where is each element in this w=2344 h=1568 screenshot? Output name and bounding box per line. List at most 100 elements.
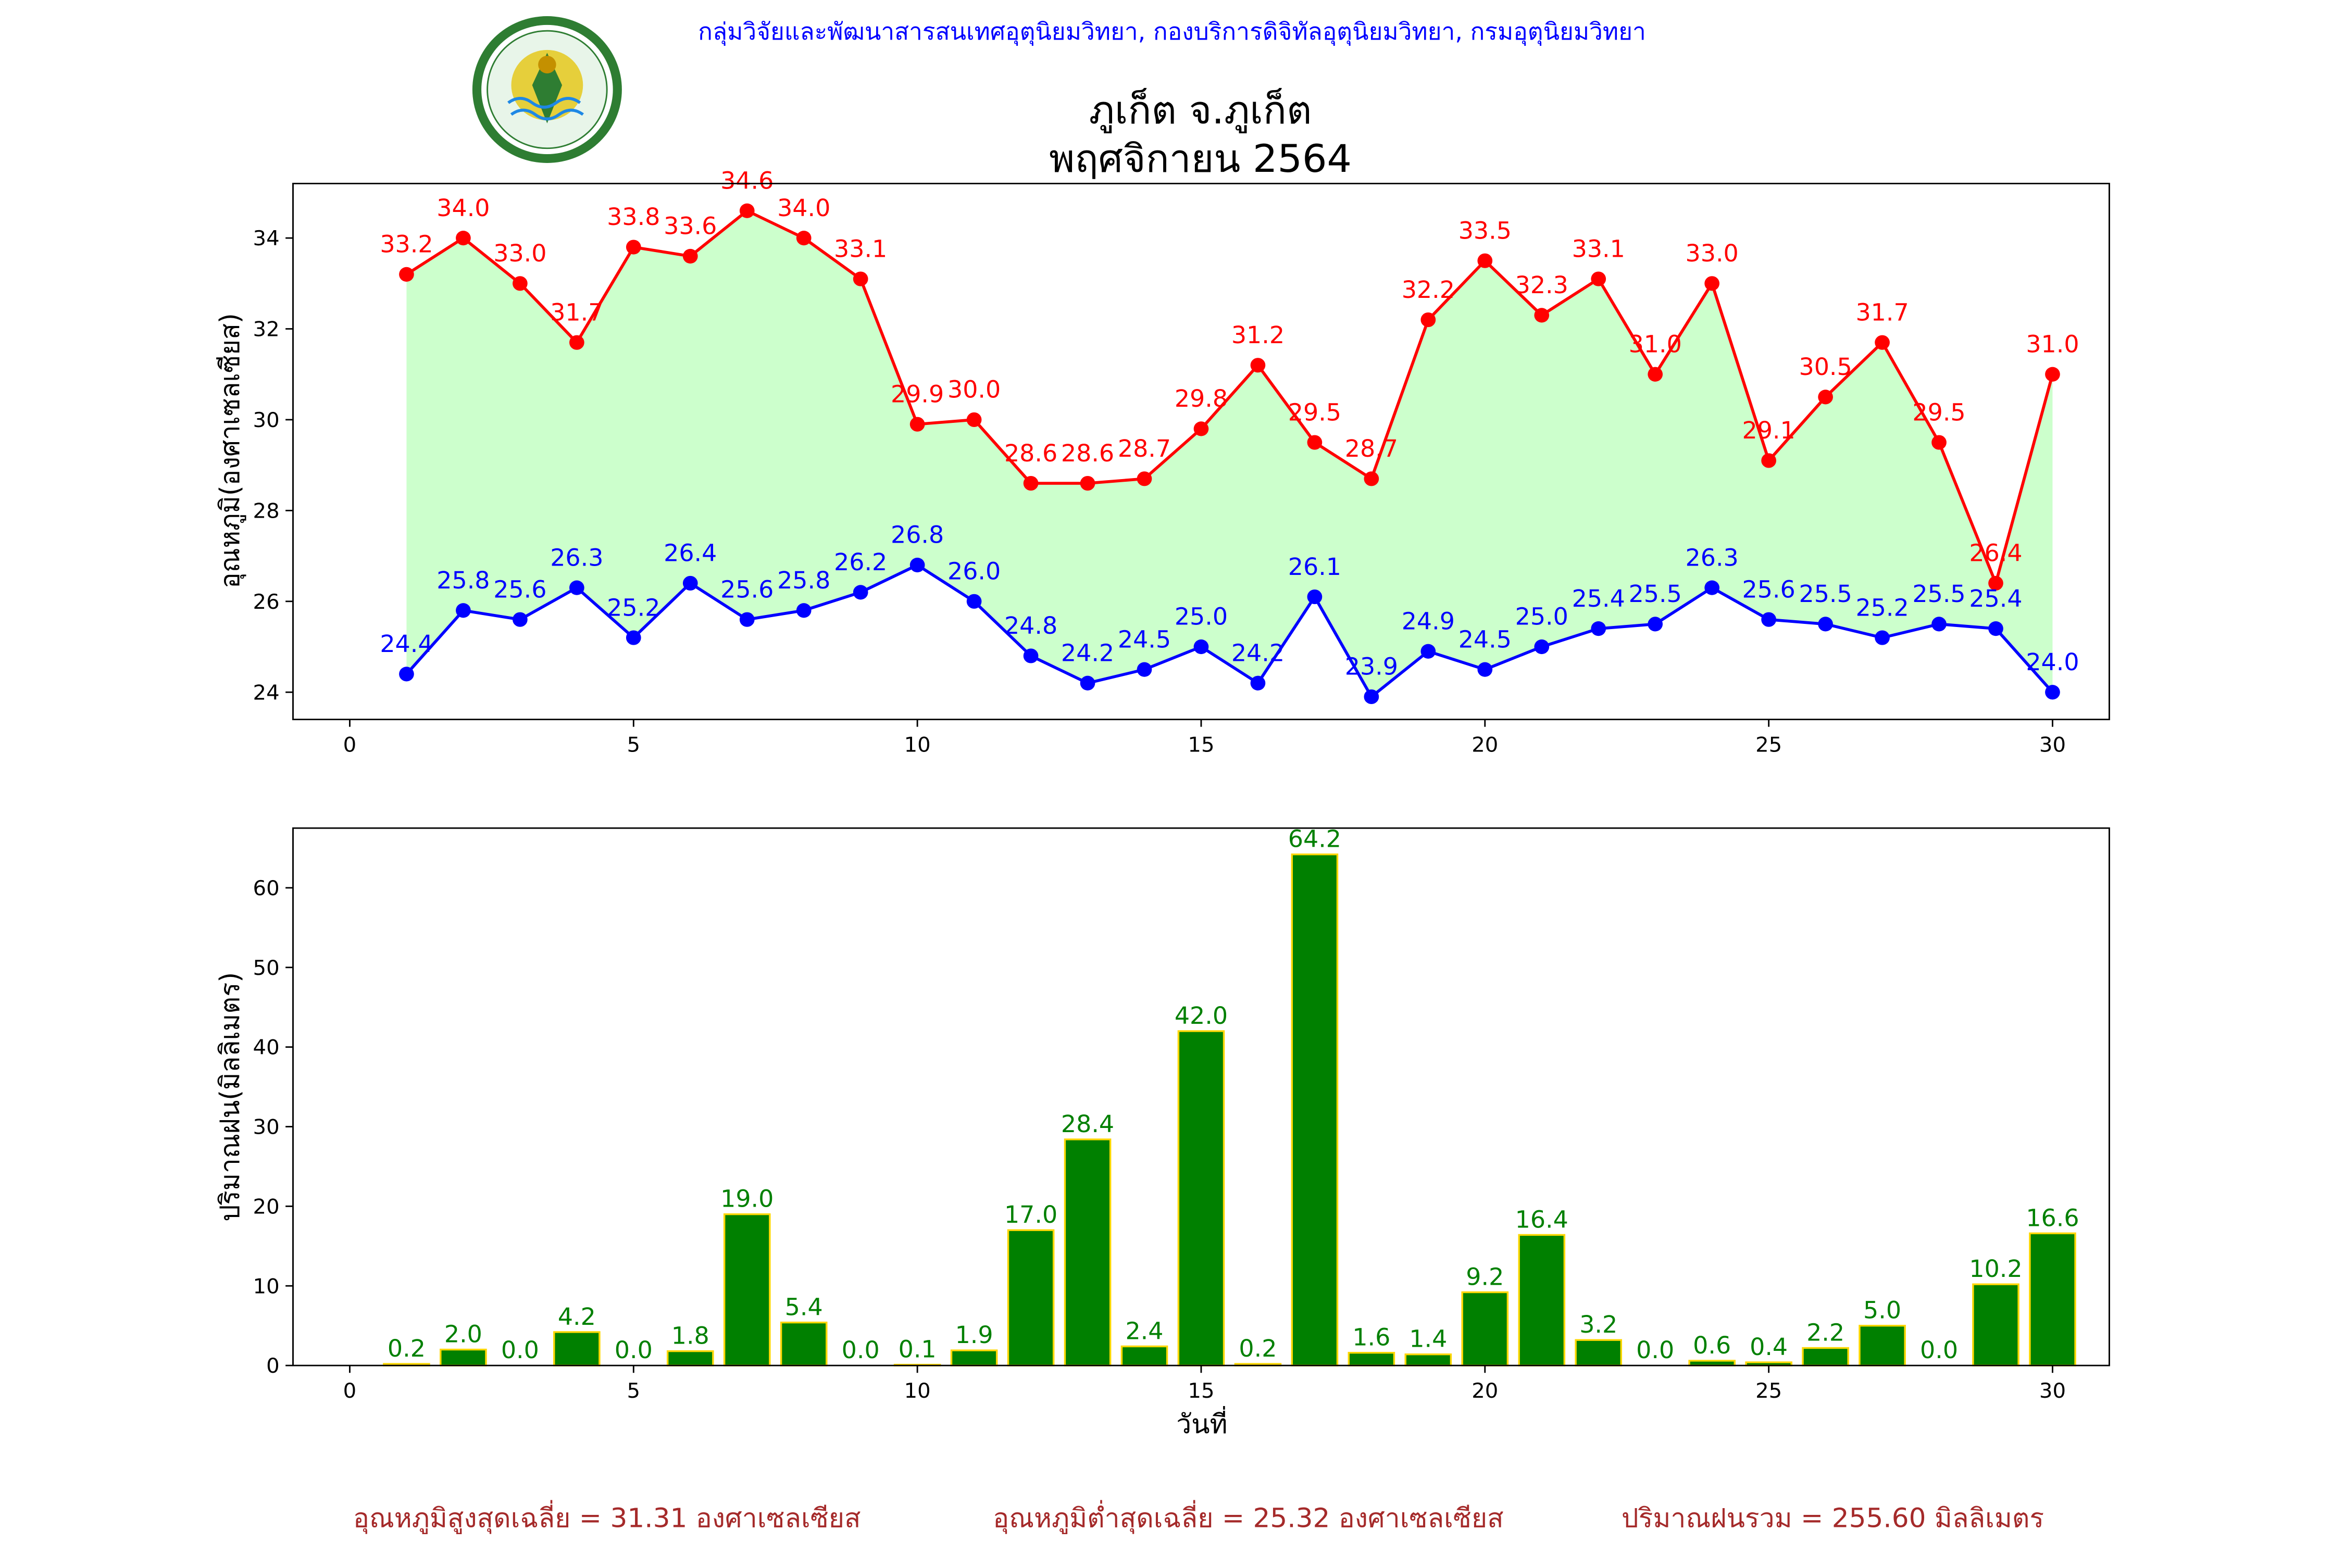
min-temperature-point: [1818, 617, 1833, 632]
max-temperature-label: 31.2: [1231, 321, 1285, 349]
min-temperature-point: [796, 603, 812, 618]
max-temperature-point: [1250, 358, 1266, 373]
rainfall-bar-label: 0.1: [899, 1336, 937, 1363]
min-temperature-label: 26.0: [947, 558, 1001, 585]
min-temperature-label: 25.0: [1515, 603, 1568, 631]
min-temperature-label: 25.4: [1572, 585, 1625, 612]
rainfall-bar-label: 0.0: [615, 1336, 653, 1364]
rainfall-chart: 0.2 2.0 0.0 4.2 0.0 1.8 19.0 5.4 0.0 0.1 1.9 17.0 28…: [215, 825, 2110, 1440]
min-temperature-point: [513, 612, 528, 627]
min-temperature-point: [1988, 621, 2003, 636]
rainfall-bar-label: 19.0: [720, 1185, 774, 1213]
rainfall-bar: [1972, 1283, 2019, 1366]
rainfall-bar: [1120, 1345, 1168, 1366]
rainfall-y-tick-label: 60: [253, 876, 280, 900]
rainfall-bar-label: 2.2: [1806, 1319, 1844, 1347]
max-temperature-label: 33.8: [607, 204, 660, 231]
min-temperature-label: 26.1: [1288, 553, 1341, 581]
max-temperature-point: [1591, 271, 1606, 286]
rainfall-bar-label: 16.4: [1515, 1206, 1568, 1234]
total-rainfall: ปริมาณฝนรวม = 255.60 มิลลิเมตร: [1622, 1503, 2044, 1534]
min-temperature-point: [1080, 675, 1095, 691]
max-temperature-point: [853, 271, 868, 286]
max-temperature-label: 34.0: [437, 194, 490, 222]
max-temperature-point: [739, 203, 755, 218]
min-temperature-label: 23.9: [1345, 653, 1398, 681]
min-temperature-label: 24.0: [2026, 648, 2079, 676]
max-temperature-point: [2045, 367, 2060, 382]
max-temperature-label: 33.2: [380, 231, 433, 258]
rainfall-bar: [1348, 1351, 1395, 1366]
rainfall-y-tick-label: 50: [253, 956, 280, 980]
max-temperature-label: 32.2: [1402, 276, 1455, 304]
min-temperature-label: 25.5: [1629, 580, 1682, 608]
min-temperature-point: [682, 575, 698, 591]
rainfall-bar: [1177, 1030, 1225, 1366]
rainfall-bar: [1575, 1339, 1623, 1366]
min-temperature-point: [853, 585, 868, 600]
max-temperature-label: 30.5: [1799, 353, 1852, 381]
min-temperature-point: [1761, 612, 1776, 627]
min-temperature-label: 25.2: [607, 594, 660, 622]
min-temperature-point: [1193, 639, 1209, 655]
average-min-temperature: อุณหภูมิต่ำสุดเฉลี่ย = 25.32 องศาเซลเซีย…: [993, 1500, 1504, 1534]
min-temperature-point: [1250, 675, 1266, 691]
max-temperature-point: [1931, 435, 1947, 450]
rainfall-y-tick-label: 40: [253, 1036, 280, 1060]
min-temperature-point: [1704, 580, 1720, 595]
min-temperature-point: [909, 557, 925, 573]
rainfall-bar-label: 0.6: [1693, 1332, 1731, 1359]
rainfall-x-tick-label: 0: [343, 1379, 357, 1403]
rainfall-bar: [780, 1321, 828, 1366]
max-temperature-point: [1875, 335, 1890, 350]
max-temperature-label: 33.5: [1458, 217, 1512, 245]
rainfall-bar: [553, 1331, 601, 1366]
max-temperature-point: [456, 230, 471, 246]
min-temperature-point: [1477, 662, 1493, 677]
rainfall-bar: [1859, 1325, 1906, 1366]
max-temperature-point: [1193, 421, 1209, 436]
rainfall-bar-label: 1.9: [955, 1321, 993, 1349]
max-temperature-point: [1704, 276, 1720, 291]
max-temperature-label: 33.1: [834, 235, 887, 263]
rainfall-bar: [666, 1350, 714, 1366]
max-temperature-label: 31.0: [1629, 331, 1682, 358]
min-temperature-label: 24.8: [1004, 612, 1057, 640]
max-temperature-label: 31.0: [2026, 331, 2079, 358]
min-temperature-point: [1364, 689, 1379, 705]
rainfall-bar-label: 64.2: [1288, 825, 1341, 853]
temperature-x-tick-label: 30: [2039, 733, 2066, 757]
rainfall-x-tick-label: 20: [1472, 1379, 1498, 1403]
min-temperature-point: [1307, 589, 1323, 605]
temperature-y-tick-label: 30: [253, 408, 280, 432]
min-temperature-label: 25.6: [493, 576, 546, 604]
max-temperature-label: 26.4: [1969, 540, 2022, 567]
max-temperature-point: [1818, 390, 1833, 405]
rainfall-x-tick-label: 30: [2039, 1379, 2066, 1403]
min-temperature-label: 25.5: [1799, 580, 1852, 608]
temperature-range-fill: [406, 210, 2053, 697]
min-temperature-label: 26.2: [834, 548, 887, 576]
max-temperature-label: 30.0: [947, 376, 1001, 404]
max-temperature-label: 34.0: [777, 194, 830, 222]
min-temperature-point: [1534, 639, 1550, 655]
min-temperature-label: 25.6: [1742, 576, 1796, 604]
temperature-y-tick-label: 34: [253, 227, 280, 251]
min-temperature-point: [1023, 648, 1039, 663]
min-temperature-label: 24.5: [1458, 626, 1512, 654]
min-temperature-label: 26.8: [891, 521, 944, 549]
rainfall-bar-label: 16.6: [2026, 1205, 2079, 1232]
temperature-x-tick-label: 0: [343, 733, 357, 757]
min-temperature-point: [399, 667, 414, 682]
min-temperature-label: 24.2: [1231, 639, 1285, 667]
rainfall-bar-label: 28.4: [1061, 1110, 1114, 1138]
min-temperature-point: [1137, 662, 1152, 677]
rainfall-bar-label: 1.8: [671, 1322, 709, 1350]
min-temperature-label: 26.3: [1686, 544, 1739, 572]
rainfall-bar: [1291, 853, 1339, 1366]
max-temperature-label: 29.8: [1175, 385, 1228, 412]
temperature-y-axis-label: อุณหภูมิ(องศาเซลเซียส): [215, 313, 247, 588]
rainfall-bar-label: 2.4: [1125, 1318, 1163, 1345]
rainfall-bar: [950, 1349, 998, 1366]
